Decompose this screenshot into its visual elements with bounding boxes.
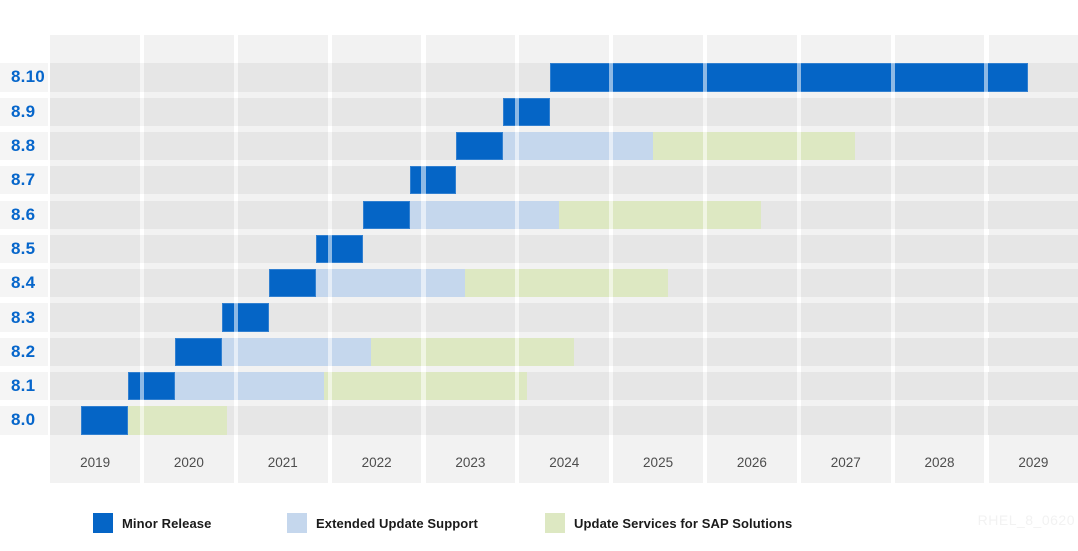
row-label-stripe [0, 131, 48, 161]
release-label: 8.2 [11, 341, 36, 361]
minor-release-swatch [93, 513, 113, 533]
column-gap-line [890, 35, 895, 483]
release-label: 8.10 [11, 67, 45, 87]
x-axis-tick-label: 2021 [267, 454, 298, 470]
legend-label: Update Services for SAP Solutions [574, 515, 793, 531]
bar-minor-8.7 [409, 166, 457, 195]
release-label: 8.6 [11, 204, 36, 224]
x-axis-tick-label: 2028 [924, 454, 955, 470]
column-gap-line [421, 35, 426, 483]
x-axis-tick-label: 2025 [643, 454, 674, 470]
bar-sap-8.6 [558, 200, 762, 229]
extended-update-support-swatch [287, 513, 307, 533]
row-label-stripe [0, 406, 48, 435]
release-label: 8.8 [11, 136, 36, 156]
x-axis-tick-label: 2023 [455, 454, 486, 470]
row-label-stripe [0, 337, 48, 366]
watermark-version-code: RHEL_8_0620 [977, 512, 1075, 528]
bar-minor-8.0 [81, 406, 129, 435]
bar-sap-8.1 [324, 372, 527, 401]
bar-minor-8.5 [315, 234, 363, 264]
bar-minor-8.2 [174, 337, 222, 366]
bar-eus-8.8 [503, 131, 653, 161]
bar-minor-8.1 [128, 372, 175, 401]
release-label: 8.4 [11, 273, 36, 293]
column-gap-line [984, 35, 989, 483]
legend-label: Minor Release [122, 515, 212, 531]
release-label: 8.3 [11, 307, 36, 327]
update-services-sap-swatch [545, 513, 565, 533]
x-axis-tick-label: 2020 [173, 454, 204, 470]
bar-sap-8.0 [128, 406, 227, 435]
bar-eus-8.4 [315, 269, 465, 298]
x-axis-tick-label: 2022 [361, 454, 392, 470]
legend-label: Extended Update Support [316, 515, 478, 531]
row-label-stripe [0, 63, 48, 92]
bar-minor-8.3 [221, 303, 269, 332]
bar-eus-8.6 [409, 200, 559, 229]
bar-eus-8.1 [174, 372, 325, 401]
x-axis-tick-label: 2026 [736, 454, 767, 470]
row-label-stripe [0, 303, 48, 332]
row-label-stripe [0, 166, 48, 195]
legend: Minor Release Extended Update Support Up… [0, 512, 1078, 536]
row-label-stripe [0, 200, 48, 229]
bar-sap-8.4 [464, 269, 668, 298]
release-label: 8.5 [11, 238, 36, 258]
x-axis-tick-label: 2024 [549, 454, 580, 470]
bar-minor-8.9 [503, 97, 551, 126]
bar-minor-8.4 [268, 269, 316, 298]
bar-sap-8.8 [652, 131, 856, 161]
legend-item-minor-release: Minor Release [93, 512, 211, 534]
row-label-stripe [0, 234, 48, 264]
x-axis-tick-label: 2027 [830, 454, 861, 470]
bar-minor-8.6 [362, 200, 410, 229]
column-gap-line [702, 35, 707, 483]
row-label-stripe [0, 269, 48, 298]
release-label: 8.7 [11, 170, 36, 190]
bar-sap-8.2 [371, 337, 574, 366]
x-axis-tick-label: 2019 [80, 454, 111, 470]
release-label: 8.0 [11, 410, 36, 430]
row-stripe [50, 166, 1078, 195]
row-stripe [50, 303, 1078, 332]
row-stripe [50, 97, 1078, 126]
column-gap-line [233, 35, 238, 483]
release-label: 8.1 [11, 376, 36, 396]
x-axis-tick-label: 2029 [1018, 454, 1049, 470]
bar-minor-8.10 [550, 63, 1028, 92]
column-gap-line [796, 35, 801, 483]
column-gap-line [515, 35, 520, 483]
column-gap-line [140, 35, 145, 483]
legend-item-extended-update-support: Extended Update Support [287, 512, 478, 534]
bar-eus-8.2 [221, 337, 372, 366]
release-label: 8.9 [11, 101, 36, 121]
row-label-stripe [0, 97, 48, 126]
column-gap-line [609, 35, 614, 483]
bar-minor-8.8 [456, 131, 504, 161]
row-label-stripe [0, 372, 48, 401]
column-gap-line [327, 35, 332, 483]
row-stripe [50, 234, 1078, 264]
legend-item-update-services-sap: Update Services for SAP Solutions [545, 512, 792, 534]
